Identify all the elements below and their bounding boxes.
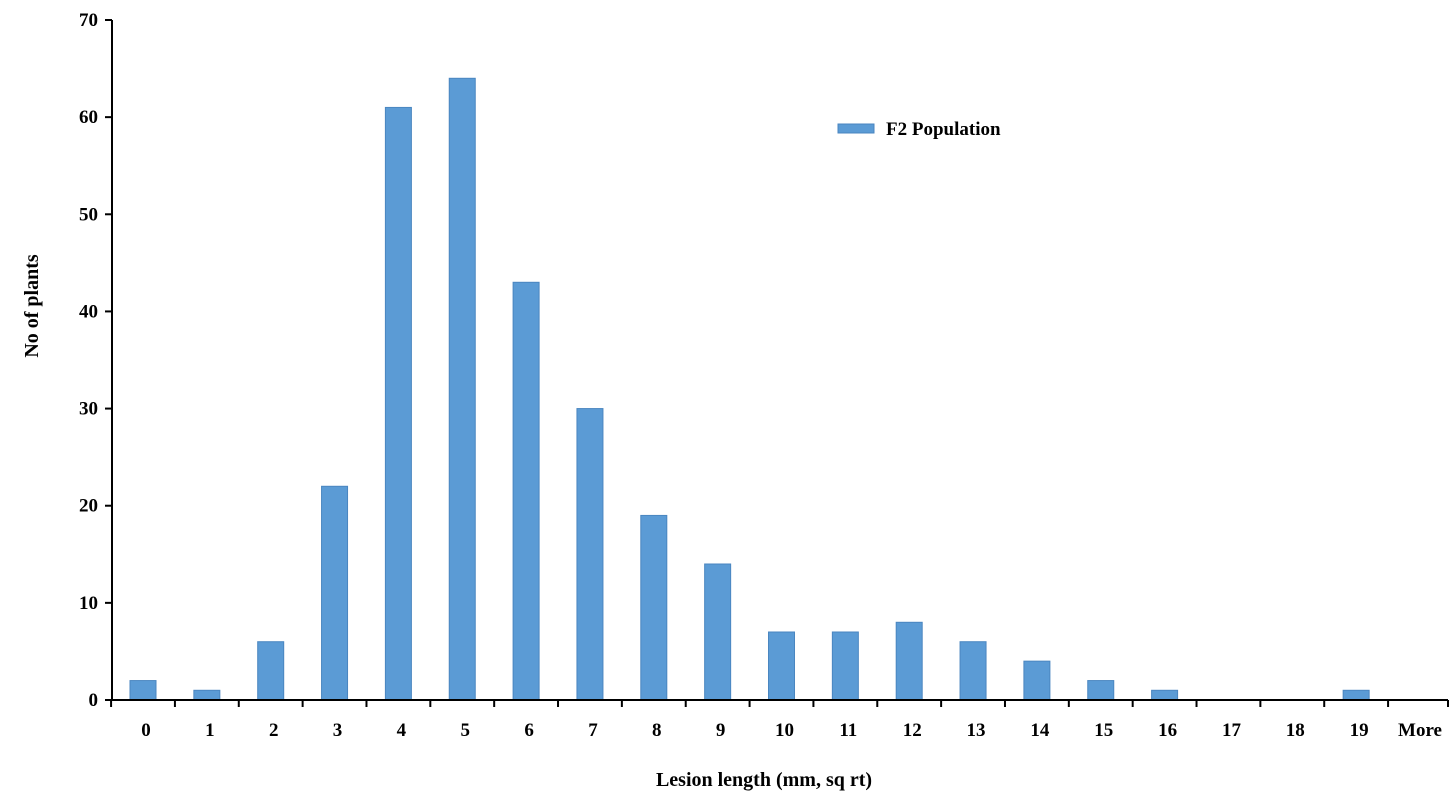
bar	[129, 680, 157, 701]
bar	[1342, 689, 1370, 701]
legend-label: F2 Population	[886, 119, 1001, 140]
x-tick-label: 6	[524, 720, 534, 741]
y-tick-label: 40	[79, 301, 98, 322]
bar	[257, 641, 285, 701]
x-tick-label: 7	[588, 720, 598, 741]
x-tick-label: 9	[716, 720, 726, 741]
x-tick-label: 13	[967, 720, 986, 741]
bar	[895, 621, 923, 701]
y-tick-label: 60	[79, 107, 98, 128]
bar	[448, 77, 476, 701]
bar	[704, 563, 732, 701]
bar	[1087, 680, 1115, 701]
bar	[768, 631, 795, 701]
x-tick-label: 1	[205, 720, 215, 741]
x-tick-label: 12	[903, 720, 922, 741]
x-tick-label: 2	[269, 720, 279, 741]
y-tick-label: 30	[79, 399, 98, 420]
legend-swatch	[837, 123, 875, 134]
x-tick-label: 11	[839, 720, 857, 741]
bar	[321, 485, 349, 701]
bar	[831, 631, 859, 701]
x-tick-label: 10	[775, 720, 794, 741]
bar	[1023, 660, 1051, 701]
x-tick-label: More	[1398, 720, 1442, 741]
x-tick-label: 0	[141, 720, 151, 741]
bar	[1151, 689, 1179, 701]
y-tick-label: 10	[79, 593, 98, 614]
y-tick-label: 50	[79, 204, 98, 225]
x-tick-label: 14	[1030, 720, 1050, 741]
x-tick-label: 8	[652, 720, 662, 741]
x-tick-label: 4	[397, 720, 407, 741]
x-tick-label: 5	[461, 720, 471, 741]
bar	[959, 641, 987, 701]
y-axis-title: No of plants	[21, 254, 43, 358]
x-tick-label: 16	[1158, 720, 1177, 741]
bar	[640, 514, 668, 701]
x-tick-label: 3	[333, 720, 343, 741]
x-tick-label: 15	[1094, 720, 1113, 741]
x-axis-title: Lesion length (mm, sq rt)	[656, 769, 872, 791]
bar	[384, 106, 412, 701]
y-tick-label: 0	[89, 690, 99, 711]
y-axis-ticks: 0 10 20 30 40 50 60 70	[79, 10, 112, 711]
bar-series	[129, 77, 1370, 701]
bar	[576, 408, 604, 701]
x-tick-label: 19	[1350, 720, 1369, 741]
y-tick-label: 20	[79, 496, 98, 517]
x-tick-label: 17	[1222, 720, 1242, 741]
y-tick-label: 70	[79, 10, 98, 31]
legend: F2 Population	[837, 119, 1001, 140]
x-tick-label: 18	[1286, 720, 1305, 741]
x-axis-ticks: 0 1 2 3 4 5 6 7 8 9 10 11 12 13 14 15 16 17 18 19 More	[110, 700, 1449, 741]
bar	[512, 281, 540, 701]
bar	[193, 689, 221, 701]
